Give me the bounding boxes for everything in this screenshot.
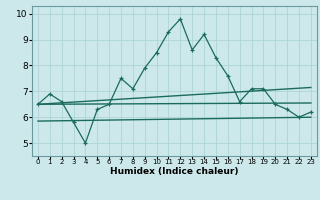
X-axis label: Humidex (Indice chaleur): Humidex (Indice chaleur)	[110, 167, 239, 176]
